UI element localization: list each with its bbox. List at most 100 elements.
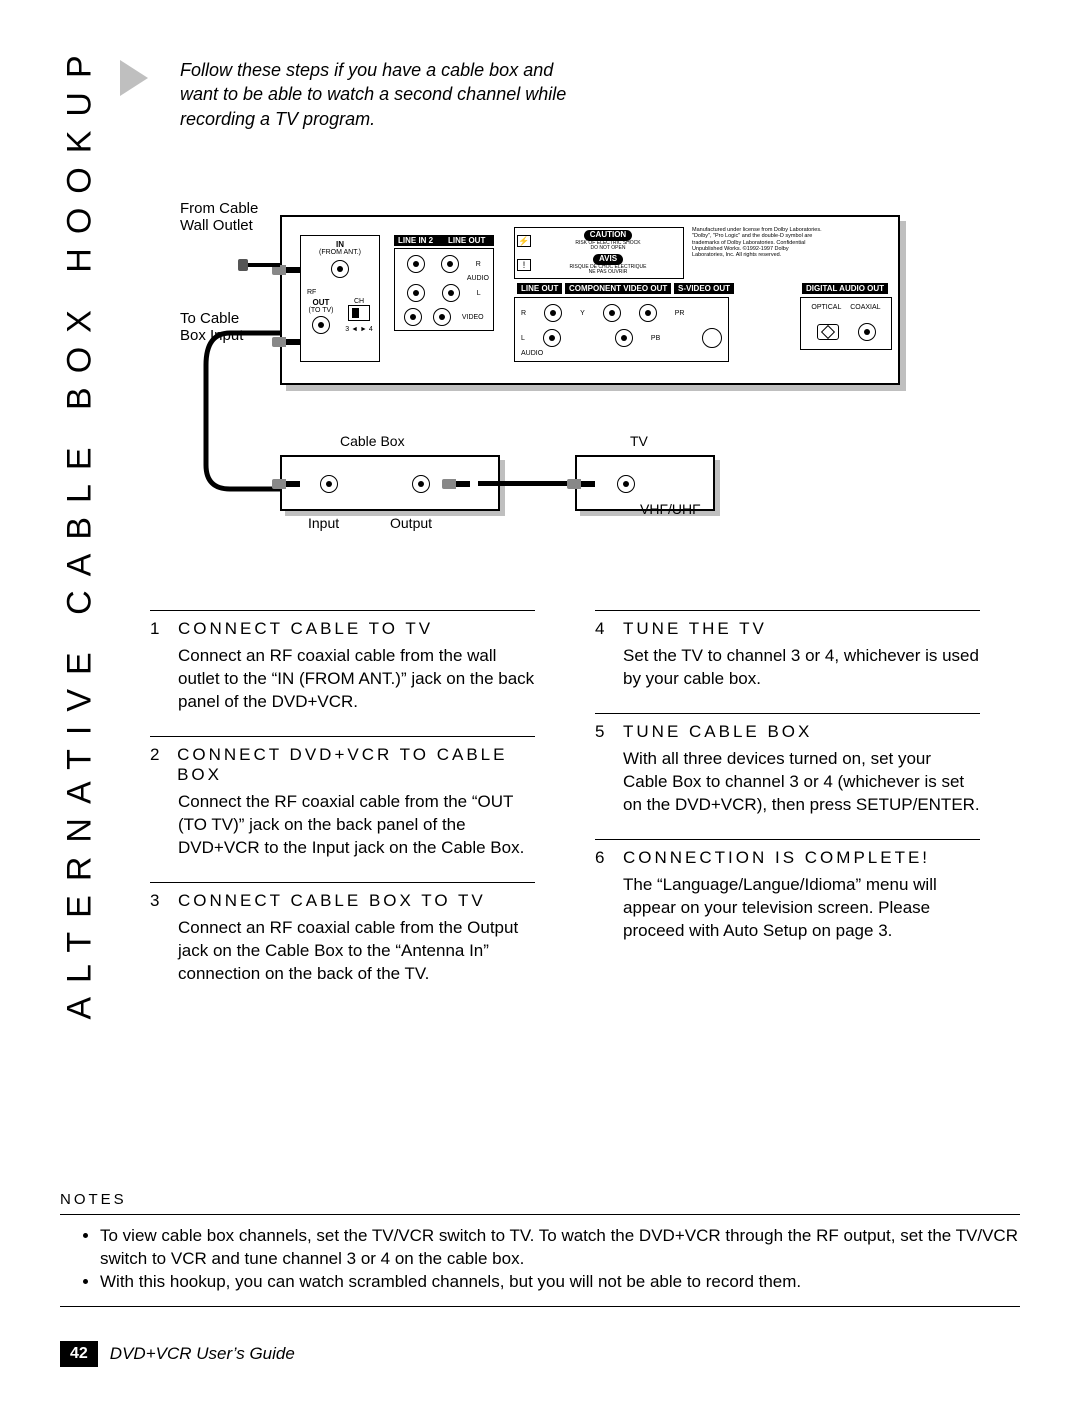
step-num: 5 xyxy=(595,722,609,742)
from-cable-l2: Wall Outlet xyxy=(180,217,258,234)
pb: PB xyxy=(651,335,660,342)
step-6: 6 CONNECTION IS COMPLETE! The “Language/L… xyxy=(595,839,980,943)
r-label: R xyxy=(476,261,481,268)
output-jack-icon xyxy=(412,475,430,493)
step-1: 1CONNECT CABLE TO TV Connect an RF coaxi… xyxy=(150,610,535,714)
cable-segment xyxy=(478,481,574,486)
caution-l2: DO NOT OPEN xyxy=(535,246,681,252)
l-label: L xyxy=(477,290,481,297)
page-number: 42 xyxy=(60,1341,98,1367)
jack-icon xyxy=(407,284,425,302)
note-item: To view cable box channels, set the TV/V… xyxy=(100,1225,1020,1271)
video-label: VIDEO xyxy=(462,314,484,321)
rf-label: RF xyxy=(305,289,375,296)
input-label: Input xyxy=(308,515,339,531)
svideo-label: S-VIDEO OUT xyxy=(674,283,734,294)
step-title: CONNECT DVD+VCR TO CABLE BOX xyxy=(177,745,535,785)
ch-label: CH xyxy=(343,298,375,305)
linein2-label: LINE IN 2 xyxy=(394,235,444,246)
optical-jack-icon xyxy=(817,324,839,340)
rule xyxy=(595,713,980,714)
out-sub: (TO TV) xyxy=(305,307,337,314)
step-4: 4TUNE THE TV Set the TV to channel 3 or … xyxy=(595,610,980,691)
jack-icon xyxy=(407,255,425,273)
jack-icon xyxy=(441,255,459,273)
notes-list: To view cable box channels, set the TV/V… xyxy=(60,1225,1020,1294)
coax-jack-icon xyxy=(858,323,876,341)
step-body: Connect an RF coaxial cable from the Out… xyxy=(178,917,535,986)
output-label: Output xyxy=(390,515,432,531)
vhfuhf-label: VHF/UHF xyxy=(640,501,701,517)
step-title: CONNECTION IS COMPLETE! xyxy=(623,848,930,868)
note-item: With this hookup, you can watch scramble… xyxy=(100,1271,1020,1294)
page-footer: 42 DVD+VCR User’s Guide xyxy=(60,1341,295,1367)
audio2: AUDIO xyxy=(521,350,722,357)
step-body: Connect the RF coaxial cable from the “O… xyxy=(178,791,535,860)
y: Y xyxy=(580,310,585,317)
ch-range: 3 ◄ ► 4 xyxy=(343,326,375,333)
sidebar-title-text: ALTERNATIVE CABLE BOX HOOKUP xyxy=(61,41,100,1019)
jack-icon xyxy=(404,308,422,326)
digital-label: DIGITAL AUDIO OUT xyxy=(802,283,888,294)
step-num: 1 xyxy=(150,619,164,639)
vhf-jack-icon xyxy=(617,475,635,493)
step-num: 2 xyxy=(150,745,163,765)
digital-block: OPTICAL COAXIAL xyxy=(800,297,892,350)
step-5: 5TUNE CABLE BOX With all three devices t… xyxy=(595,713,980,817)
step-num: 3 xyxy=(150,891,164,911)
rule xyxy=(595,839,980,840)
notes-title: NOTES xyxy=(60,1191,1020,1208)
pr: PR xyxy=(675,310,685,317)
jack-icon xyxy=(442,284,460,302)
jack-icon xyxy=(603,304,621,322)
jack-icon xyxy=(639,304,657,322)
step-num: 6 xyxy=(595,848,609,868)
rule xyxy=(60,1214,1020,1215)
step-title: CONNECT CABLE BOX TO TV xyxy=(178,891,486,911)
ch-switch-icon xyxy=(348,305,370,321)
step-2: 2 CONNECT DVD+VCR TO CABLE BOX Connect th… xyxy=(150,736,535,860)
step-body: Set the TV to channel 3 or 4, whichever … xyxy=(623,645,980,691)
page: ALTERNATIVE CABLE BOX HOOKUP Follow thes… xyxy=(0,0,1080,1407)
rule xyxy=(595,610,980,611)
component-label: COMPONENT VIDEO OUT xyxy=(565,283,671,294)
in-jack-icon xyxy=(331,260,349,278)
lineout2-label: LINE OUT xyxy=(517,283,562,294)
in-sub: (FROM ANT.) xyxy=(305,249,375,256)
cablebox-label: Cable Box xyxy=(340,433,405,449)
step-body: The “Language/Langue/Idioma” menu will a… xyxy=(623,874,980,943)
lineout-label: LINE OUT xyxy=(444,235,494,246)
hookup-diagram: From Cable Wall Outlet To Cable Box Inpu… xyxy=(180,175,910,545)
line-block: LINE IN 2 LINE OUT R AUDIO L VIDEO xyxy=(394,235,494,331)
l2: L xyxy=(521,335,525,342)
from-cable-label: From Cable Wall Outlet xyxy=(180,200,258,234)
caution-block: ⚡ CAUTION RISK OF ELECTRIC SHOCK DO NOT … xyxy=(514,227,684,279)
step-3: 3 CONNECT CABLE BOX TO TV Connect an RF c… xyxy=(150,882,535,986)
rule xyxy=(150,882,535,883)
svideo-jack-icon xyxy=(702,328,722,348)
r2: R xyxy=(521,310,526,317)
jack-icon xyxy=(544,304,562,322)
out-label: OUT xyxy=(305,298,337,307)
dvd-vcr-back-panel: IN (FROM ANT.) RF OUT (TO TV) CH 3 ◄ ► 4 xyxy=(280,215,900,385)
plug-icon xyxy=(272,477,300,491)
hazard-icon: ! xyxy=(517,259,531,271)
avis-l2: NE PAS OUVRIR xyxy=(535,270,681,276)
cable-end-icon xyxy=(238,259,248,271)
coaxial-label: COAXIAL xyxy=(850,304,880,311)
step-num: 4 xyxy=(595,619,609,639)
jack-icon xyxy=(615,329,633,347)
jack-icon xyxy=(543,329,561,347)
steps-left-col: 1 CONNECT CABLE TO TV Connect an RF coaxi… xyxy=(150,610,535,1007)
footer-text: DVD+VCR User’s Guide xyxy=(110,1344,295,1364)
step-title: CONNECT CABLE TO TV xyxy=(178,619,433,639)
steps-right-col: 4TUNE THE TV Set the TV to channel 3 or … xyxy=(595,610,980,1007)
sidebar-title: ALTERNATIVE CABLE BOX HOOKUP xyxy=(60,50,100,1010)
av-out-block: R Y PR L PB AUDIO xyxy=(514,297,729,362)
rule xyxy=(150,610,535,611)
dolby-text: Manufactured under license from Dolby La… xyxy=(692,227,822,259)
plug-icon xyxy=(442,477,470,491)
step-body: With all three devices turned on, set yo… xyxy=(623,748,980,817)
plug-icon xyxy=(567,477,595,491)
rule xyxy=(150,736,535,737)
